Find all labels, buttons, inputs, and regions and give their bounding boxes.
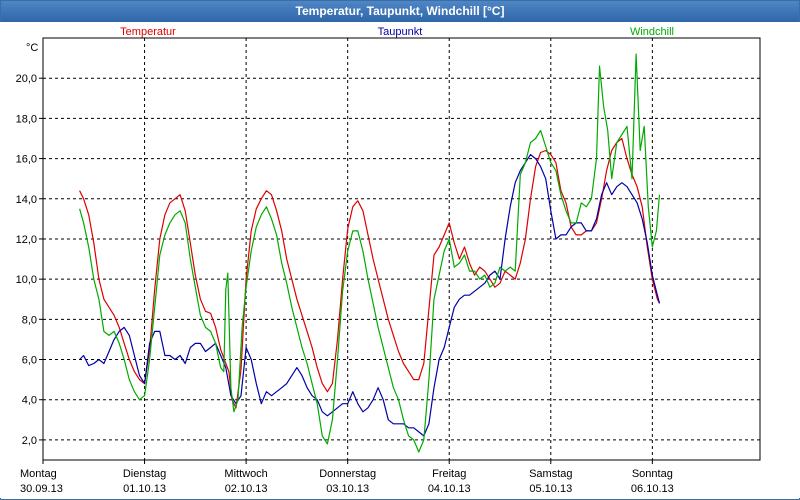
y-tick-label: 16,0: [16, 154, 37, 166]
x-tick-date: 06.10.13: [631, 483, 674, 495]
legend-temperatur: Temperatur: [120, 26, 176, 38]
y-tick-labels: 2,0 4,0 6,0 8,0 10,0 12,0 14,0 16,0 18,0 20,0: [16, 73, 37, 447]
y-tick-label: 2,0: [22, 435, 37, 447]
x-tick-day: Mittwoch: [224, 468, 267, 480]
x-tick-date: 03.10.13: [326, 483, 369, 495]
series-line-taupunkt: [79, 154, 661, 437]
y-tick-label: 18,0: [16, 113, 37, 125]
x-tick-date: 30.09.13: [20, 483, 63, 495]
window-title: Temperatur, Taupunkt, Windchill [°C]: [1, 1, 799, 22]
series-labels: Temperatur Taupunkt Windchill: [120, 26, 674, 38]
axes: [39, 37, 761, 464]
legend-windchill: Windchill: [630, 26, 674, 38]
y-tick-label: 10,0: [16, 274, 37, 286]
x-tick-labels: Montag 30.09.13 Dienstag 01.10.13 Mittwoch 02…: [20, 468, 674, 495]
series-line-windchill: [79, 53, 661, 453]
x-tick-date: 04.10.13: [428, 483, 471, 495]
plot-frame: [42, 37, 761, 461]
series-line-temperatur: [79, 137, 661, 409]
line-chart: 2,0 4,0 6,0 8,0 10,0 12,0 14,0 16,0 18,0 20,0 Mon…: [0, 22, 800, 498]
plot-background: [0, 22, 800, 498]
x-tick-date: 02.10.13: [225, 483, 268, 495]
y-tick-label: 12,0: [16, 234, 37, 246]
series-lines: [79, 53, 661, 453]
x-tick-day: Freitag: [432, 468, 466, 480]
y-axis-unit: °C: [26, 42, 38, 54]
x-tick-day: Dienstag: [123, 468, 166, 480]
y-tick-label: 4,0: [22, 395, 37, 407]
x-tick-day: Sonntag: [632, 468, 673, 480]
y-tick-label: 6,0: [22, 355, 37, 367]
y-tick-label: 20,0: [16, 73, 37, 85]
y-tick-label: 14,0: [16, 194, 37, 206]
y-tick-label: 8,0: [22, 314, 37, 326]
x-tick-day: Montag: [20, 468, 57, 480]
x-tick-day: Donnerstag: [319, 468, 376, 480]
x-tick-day: Samstag: [529, 468, 572, 480]
legend-taupunkt: Taupunkt: [378, 26, 423, 38]
x-tick-date: 05.10.13: [529, 483, 572, 495]
x-tick-date: 01.10.13: [123, 483, 166, 495]
